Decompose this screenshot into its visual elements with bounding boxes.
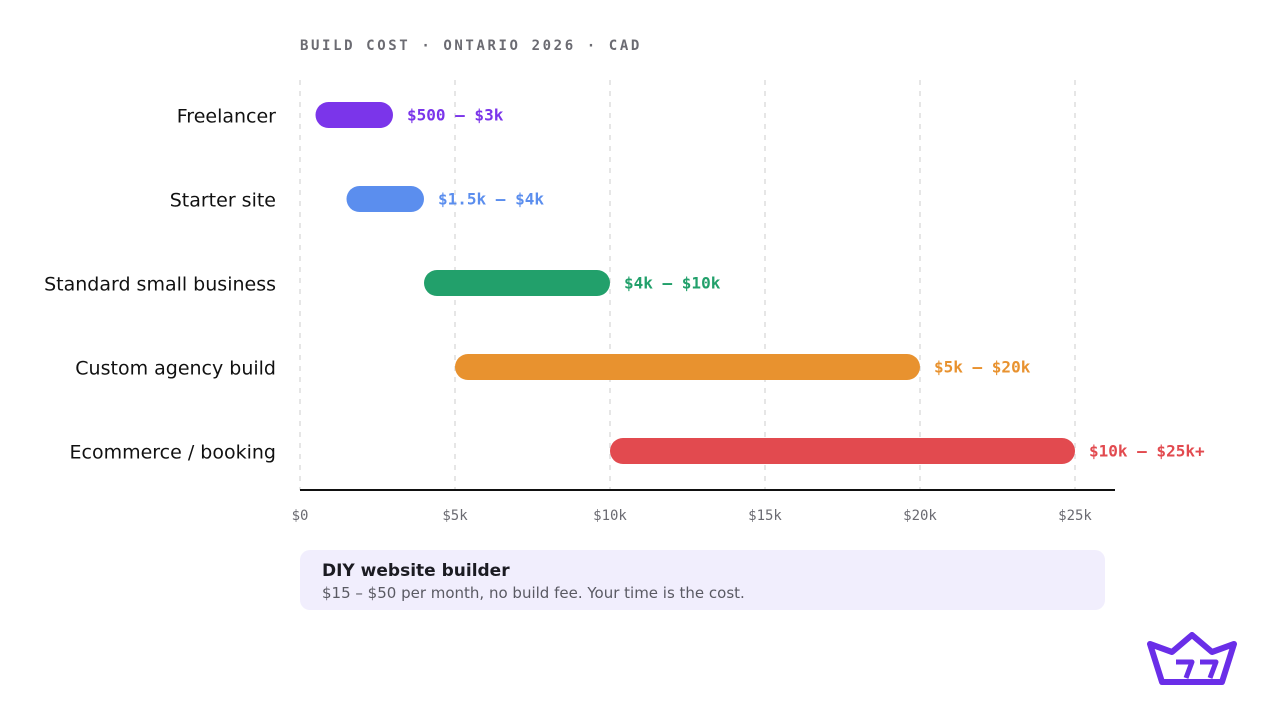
range-label: $5k – $20k <box>934 358 1031 377</box>
x-tick-label: $25k <box>1058 508 1092 524</box>
range-bar <box>315 102 393 128</box>
diy-note-card: DIY website builder $15 – $50 per month,… <box>300 550 1105 610</box>
category-labels: Freelancer Starter site Standard small bus… <box>44 106 276 464</box>
range-bar <box>455 354 920 380</box>
note-body: $15 – $50 per month, no build fee. Your … <box>322 584 745 602</box>
range-bar <box>610 438 1075 464</box>
x-tick-label: $0 <box>292 508 309 524</box>
category-label: Standard small business <box>44 274 276 296</box>
grid-lines <box>299 80 1076 490</box>
category-label: Starter site <box>170 190 276 212</box>
range-bars <box>315 102 1075 464</box>
range-label: $1.5k – $4k <box>438 190 544 209</box>
x-tick-label: $5k <box>442 508 468 524</box>
x-tick-labels: $0 $5k $10k $15k $20k $25k <box>292 508 1093 524</box>
range-bar <box>346 186 424 212</box>
category-label: Freelancer <box>177 106 276 128</box>
range-bar-chart: Freelancer Starter site Standard small bus… <box>44 80 1205 524</box>
range-bar <box>424 270 610 296</box>
x-tick-label: $10k <box>593 508 627 524</box>
note-title: DIY website builder <box>322 561 510 581</box>
range-labels: $500 – $3k $1.5k – $4k $4k – $10k $5k – $20… <box>407 106 1205 461</box>
range-label: $4k – $10k <box>624 274 721 293</box>
range-label: $10k – $25k+ <box>1089 442 1205 461</box>
x-tick-label: $20k <box>903 508 937 524</box>
x-tick-label: $15k <box>748 508 782 524</box>
range-label: $500 – $3k <box>407 106 504 125</box>
category-label: Ecommerce / booking <box>70 442 277 464</box>
chart-title: BUILD COST · ONTARIO 2026 · CAD <box>300 38 642 54</box>
crown-logo-icon <box>1147 632 1237 685</box>
category-label: Custom agency build <box>75 358 276 380</box>
